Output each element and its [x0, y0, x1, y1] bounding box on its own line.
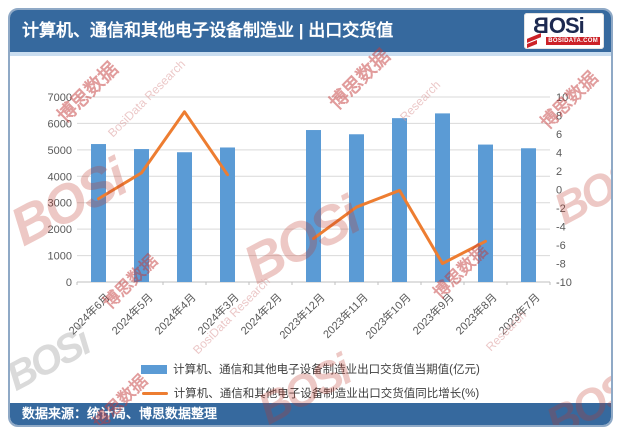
left-axis-tick-label: 0: [66, 277, 72, 289]
footer-bar: 数据来源：统计局、博思数据整理: [10, 403, 611, 425]
left-axis-tick-label: 7000: [48, 92, 72, 104]
left-axis-tick-label: 2000: [48, 224, 72, 236]
chart-legend: 计算机、通信和其他电子设备制造业出口交货值当期值(亿元) 计算机、通信和其他电子…: [10, 360, 611, 402]
right-axis-tick-label: 10: [556, 92, 568, 104]
legend-item-bar-series: 计算机、通信和其他电子设备制造业出口交货值当期值(亿元): [141, 360, 480, 378]
bar: [521, 148, 536, 282]
right-axis-tick-label: -6: [556, 240, 566, 252]
x-axis-category-label: 2024年2月: [238, 290, 285, 337]
bar: [306, 130, 321, 282]
x-axis-category-label: 2023年9月: [410, 290, 457, 337]
x-axis-category-label: 2024年5月: [109, 290, 156, 337]
bar: [435, 113, 450, 282]
left-axis-tick-label: 1000: [48, 251, 72, 263]
header-divider: [10, 52, 611, 56]
line-series: [97, 110, 229, 201]
x-axis-category-label: 2023年7月: [496, 290, 543, 337]
right-axis-tick-label: -10: [556, 277, 572, 289]
bar: [220, 147, 235, 282]
bar: [134, 149, 149, 282]
bar: [478, 144, 493, 282]
legend-label: 计算机、通信和其他电子设备制造业出口交货值同比增长(%): [173, 388, 480, 400]
page-title: 计算机、通信和其他电子设备制造业 | 出口交货值: [22, 21, 394, 40]
bosi-logo-wordmark: BOSi: [534, 13, 585, 39]
left-axis-tick-label: 4000: [48, 171, 72, 183]
chart-canvas: 0 1000 2000 3000 4000 5000 6000 7000 -10 -8 -6 -4 -2…: [48, 92, 572, 342]
bar-series-swatch-icon: [141, 364, 168, 374]
data-source-text: 数据来源：统计局、博思数据整理: [22, 406, 218, 421]
left-axis-tick-label: 6000: [48, 118, 72, 130]
header-bar: 计算机、通信和其他电子设备制造业 | 出口交货值 BOSi BOSIDATA.C…: [10, 10, 611, 52]
bosi-logo: BOSi BOSIDATA.COM: [524, 13, 604, 49]
left-axis-tick-label: 3000: [48, 198, 72, 210]
bar: [91, 144, 106, 282]
x-axis-category-label: 2023年10月: [362, 290, 413, 341]
right-axis-tick-label: 6: [556, 129, 562, 141]
x-axis-category-label: 2024年4月: [152, 290, 199, 337]
bar: [177, 152, 192, 282]
right-axis-tick-label: -2: [556, 203, 566, 215]
chart-area: 0 1000 2000 3000 4000 5000 6000 7000 -10 -8 -6 -4 -2…: [10, 56, 611, 361]
right-axis-tick-label: -4: [556, 222, 566, 234]
left-axis-tick-label: 5000: [48, 145, 72, 157]
right-axis-tick-label: 0: [556, 185, 562, 197]
right-axis-tick-label: 4: [556, 148, 562, 160]
right-axis-tick-label: 8: [556, 111, 562, 123]
legend-item-line-series: 计算机、通信和其他电子设备制造业出口交货值同比增长(%): [141, 384, 480, 402]
report-card: 计算机、通信和其他电子设备制造业 | 出口交货值 BOSi BOSIDATA.C…: [8, 8, 613, 427]
x-axis-category-label: 2024年3月: [195, 290, 242, 337]
right-axis-tick-label: 2: [556, 166, 562, 178]
logo-letters-osi: OSi: [548, 13, 585, 38]
legend-label: 计算机、通信和其他电子设备制造业出口交货值当期值(亿元): [173, 364, 480, 376]
x-axis-category-label: 2024年6月: [66, 290, 113, 337]
right-axis-tick-label: -8: [556, 259, 566, 271]
line-series: [312, 188, 487, 265]
line-series-swatch-icon: [141, 391, 168, 395]
x-axis-category-label: 2023年8月: [453, 290, 500, 337]
bar: [392, 118, 407, 283]
bosi-logo-site: BOSIDATA.COM: [546, 37, 600, 45]
x-axis-category-label: 2023年12月: [276, 290, 327, 341]
